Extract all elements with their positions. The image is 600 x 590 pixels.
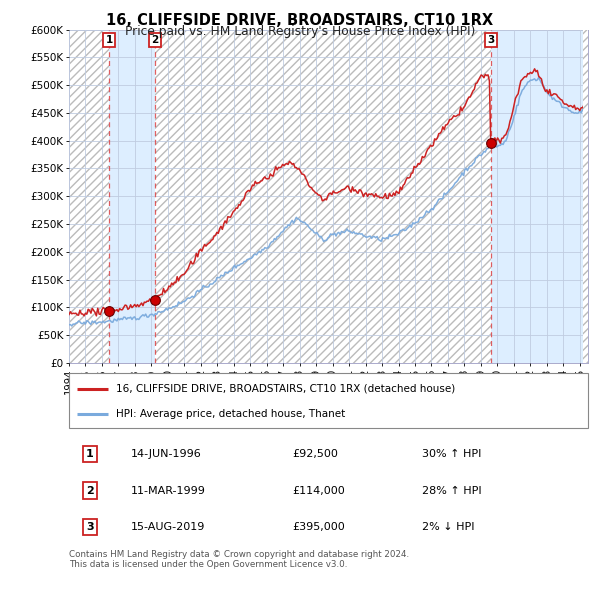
Text: 1: 1	[86, 449, 94, 458]
Text: 16, CLIFFSIDE DRIVE, BROADSTAIRS, CT10 1RX (detached house): 16, CLIFFSIDE DRIVE, BROADSTAIRS, CT10 1…	[116, 384, 455, 394]
Text: 3: 3	[86, 522, 94, 532]
Text: 2: 2	[151, 35, 158, 45]
Text: £395,000: £395,000	[292, 522, 345, 532]
Text: 1: 1	[106, 35, 113, 45]
Text: 14-JUN-1996: 14-JUN-1996	[131, 449, 202, 458]
Text: 16, CLIFFSIDE DRIVE, BROADSTAIRS, CT10 1RX: 16, CLIFFSIDE DRIVE, BROADSTAIRS, CT10 1…	[106, 13, 494, 28]
Bar	[491, 30, 588, 363]
Text: Price paid vs. HM Land Registry's House Price Index (HPI): Price paid vs. HM Land Registry's House …	[125, 25, 475, 38]
Text: £114,000: £114,000	[292, 486, 345, 496]
FancyBboxPatch shape	[69, 373, 588, 428]
Text: £92,500: £92,500	[292, 449, 338, 458]
Text: 2% ↓ HPI: 2% ↓ HPI	[422, 522, 475, 532]
Text: HPI: Average price, detached house, Thanet: HPI: Average price, detached house, Than…	[116, 409, 345, 419]
Text: 2: 2	[86, 486, 94, 496]
Bar	[69, 30, 109, 363]
Bar	[155, 30, 491, 363]
Bar	[109, 30, 155, 363]
Text: 3: 3	[487, 35, 495, 45]
Text: 15-AUG-2019: 15-AUG-2019	[131, 522, 206, 532]
Text: 30% ↑ HPI: 30% ↑ HPI	[422, 449, 481, 458]
Text: 11-MAR-1999: 11-MAR-1999	[131, 486, 206, 496]
Bar	[583, 30, 588, 363]
Text: 28% ↑ HPI: 28% ↑ HPI	[422, 486, 482, 496]
Text: Contains HM Land Registry data © Crown copyright and database right 2024.
This d: Contains HM Land Registry data © Crown c…	[69, 550, 409, 569]
